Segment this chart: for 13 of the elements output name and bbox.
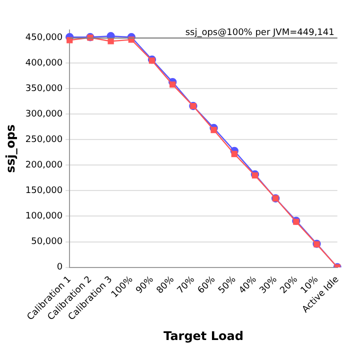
x-axis-title: Target Load [164,328,244,343]
y-tick-label: 0 [56,262,63,273]
y-tick-label: 400,000 [25,58,63,69]
y-tick-label: 100,000 [25,212,63,222]
y-tick-label: 250,000 [25,135,63,146]
y-tick-label: 150,000 [25,186,63,196]
y-tick-label: 300,000 [25,110,63,120]
ref-line-label: ssj_ops@100% per JVM=449,141 [185,28,334,38]
y-tick-label: 350,000 [25,84,63,94]
y-axis-title: ssj_ops [3,124,18,173]
y-tick-label: 450,000 [25,32,63,43]
y-tick-label: 200,000 [25,160,63,171]
y-tick-label: 50,000 [31,237,63,248]
